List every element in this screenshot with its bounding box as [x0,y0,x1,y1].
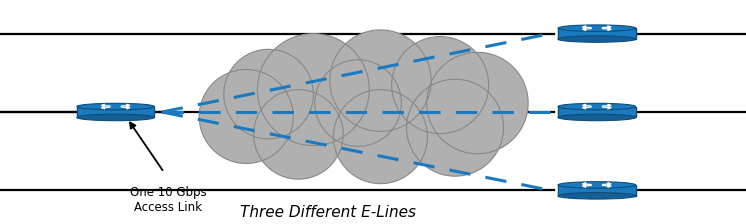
Text: R3: R3 [586,121,607,135]
Polygon shape [558,107,636,117]
Text: R1: R1 [105,121,126,135]
Ellipse shape [77,114,154,121]
Text: R2: R2 [586,200,607,214]
Ellipse shape [224,49,313,139]
Polygon shape [558,185,636,196]
Ellipse shape [427,52,528,154]
Polygon shape [558,28,636,39]
Polygon shape [77,107,154,117]
Ellipse shape [333,90,427,184]
Text: R4: R4 [586,43,607,57]
Ellipse shape [558,193,636,199]
Ellipse shape [392,37,489,134]
Text: One 10 Gbps
Access Link: One 10 Gbps Access Link [130,186,206,214]
Ellipse shape [257,34,369,146]
Ellipse shape [558,103,636,110]
Ellipse shape [199,69,293,164]
Ellipse shape [77,103,154,110]
Ellipse shape [558,25,636,31]
Ellipse shape [407,79,504,176]
Ellipse shape [330,30,431,131]
Ellipse shape [558,114,636,121]
Ellipse shape [558,36,636,42]
Ellipse shape [558,182,636,188]
Text: Three Different E-Lines: Three Different E-Lines [240,205,416,220]
Ellipse shape [254,90,343,179]
Ellipse shape [315,60,401,146]
